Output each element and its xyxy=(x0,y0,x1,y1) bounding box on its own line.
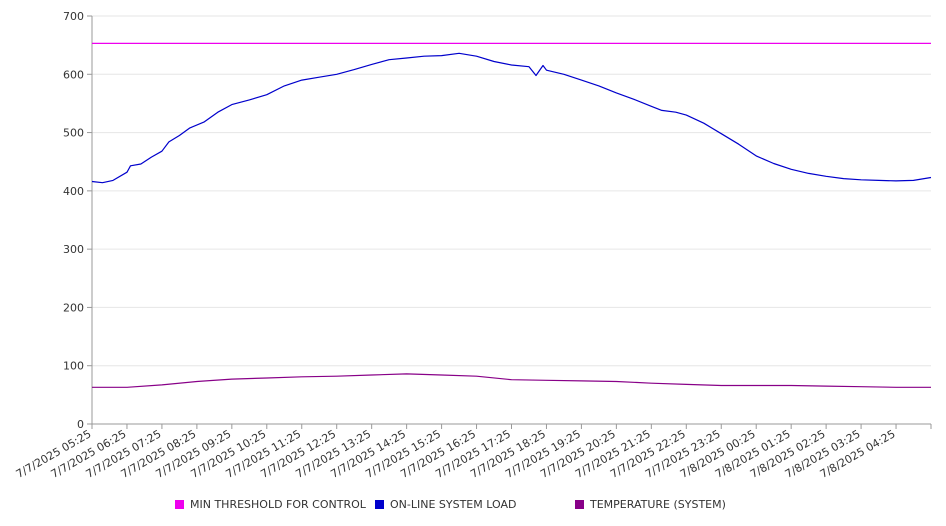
y-tick-label-2: 200 xyxy=(63,301,84,314)
legend-item-temperature[interactable]: TEMPERATURE (SYSTEM) xyxy=(575,498,726,511)
legend-label-temperature: TEMPERATURE (SYSTEM) xyxy=(590,498,726,511)
legend: MIN THRESHOLD FOR CONTROL ON-LINE SYSTEM… xyxy=(0,498,946,514)
legend-item-threshold[interactable]: MIN THRESHOLD FOR CONTROL xyxy=(175,498,366,511)
legend-label-threshold: MIN THRESHOLD FOR CONTROL xyxy=(190,498,366,511)
series-load-line xyxy=(91,52,932,184)
axes xyxy=(91,16,931,425)
legend-label-load: ON-LINE SYSTEM LOAD xyxy=(390,498,517,511)
legend-swatch-load xyxy=(375,500,384,509)
y-tick-label-5: 500 xyxy=(63,127,84,140)
gridlines xyxy=(92,15,931,367)
y-tick-label-3: 300 xyxy=(63,243,84,256)
legend-swatch-temperature xyxy=(575,500,584,509)
y-tick-label-6: 600 xyxy=(63,68,84,81)
y-axis-ticks: 0 100 200 300 400 500 600 700 xyxy=(63,10,92,431)
y-tick-label-7: 700 xyxy=(63,10,84,23)
x-axis-ticks: 7/7/2025 05:257/7/2025 06:257/7/2025 07:… xyxy=(14,424,932,481)
y-tick-label-4: 400 xyxy=(63,185,84,198)
legend-swatch-threshold xyxy=(175,500,184,509)
y-tick-label-1: 100 xyxy=(63,360,84,373)
series-lines xyxy=(91,42,932,388)
y-tick-label-0: 0 xyxy=(77,418,84,431)
series-temperature-line xyxy=(92,373,931,388)
legend-item-load[interactable]: ON-LINE SYSTEM LOAD xyxy=(375,498,516,511)
